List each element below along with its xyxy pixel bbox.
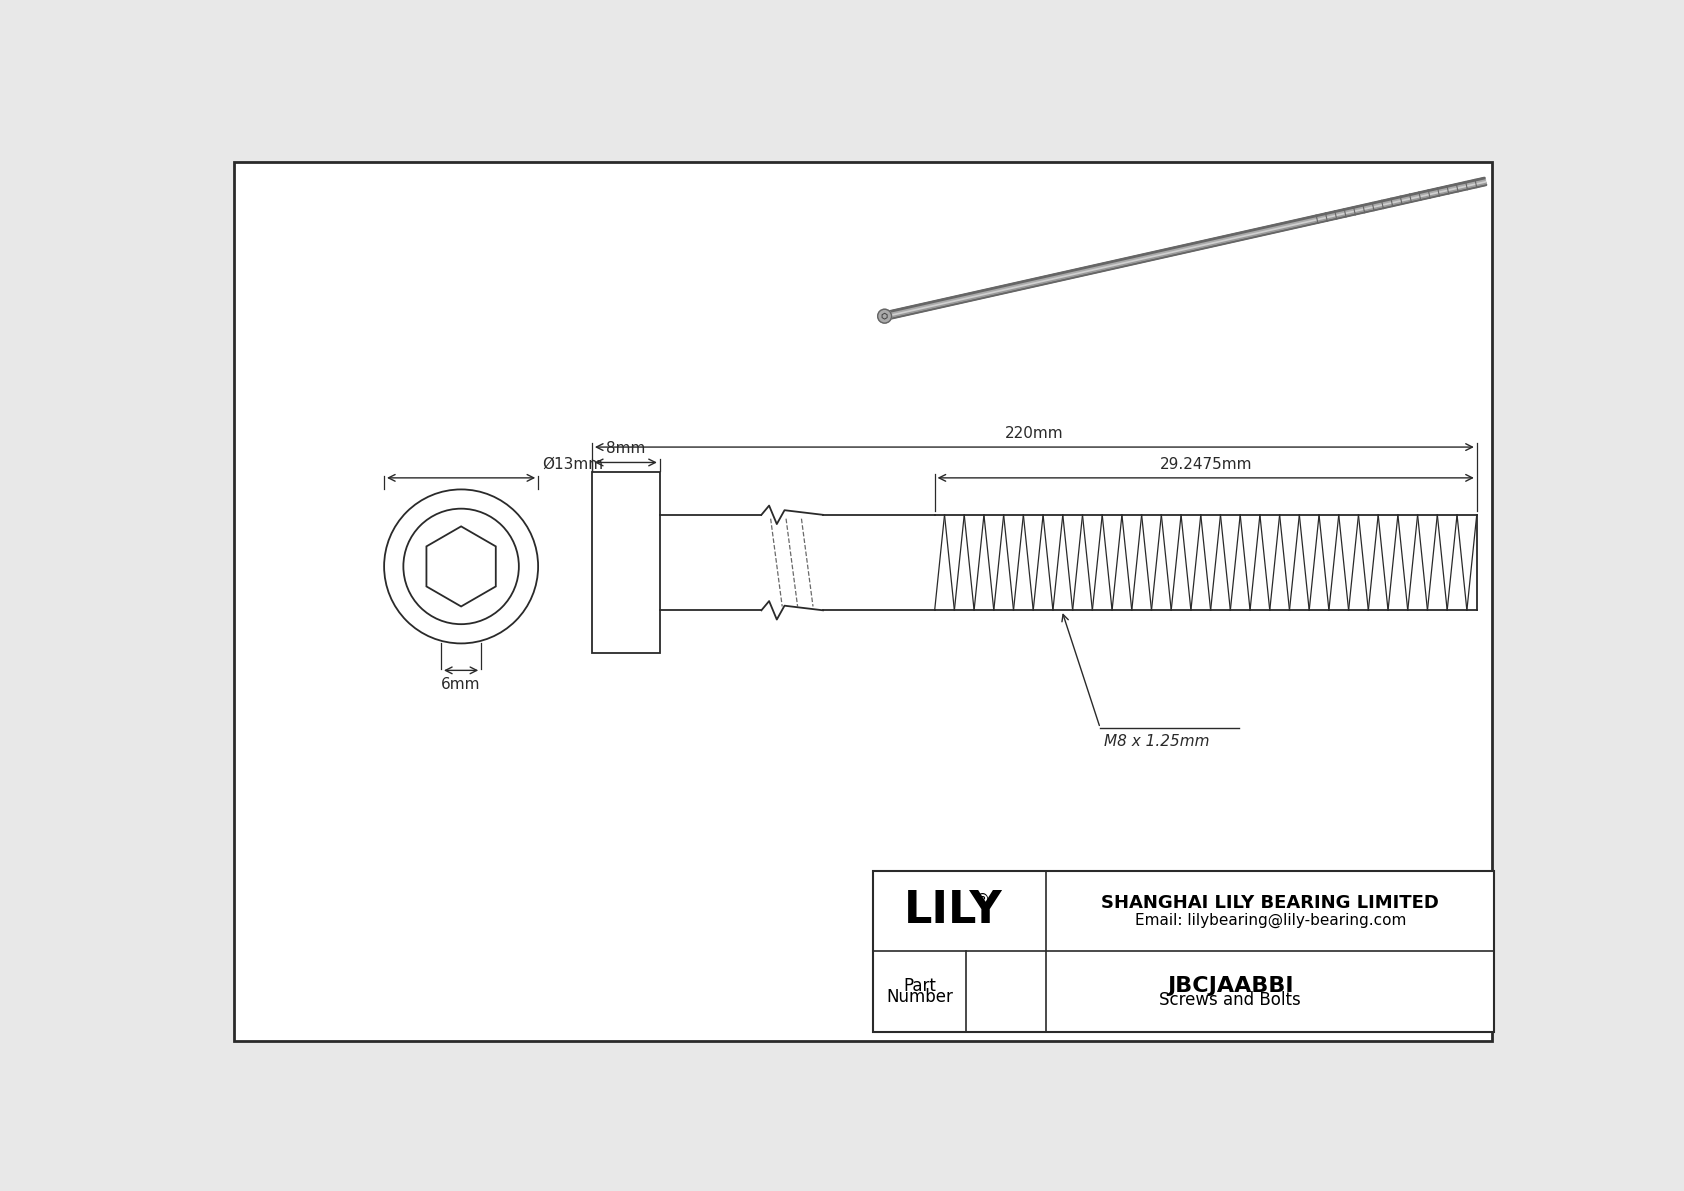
Polygon shape bbox=[426, 526, 495, 606]
Text: SHANGHAI LILY BEARING LIMITED: SHANGHAI LILY BEARING LIMITED bbox=[1101, 894, 1440, 912]
Text: Ø13mm: Ø13mm bbox=[542, 456, 603, 472]
Bar bbox=[593, 473, 660, 654]
Text: 29.2475mm: 29.2475mm bbox=[1160, 456, 1251, 472]
Text: 6mm: 6mm bbox=[441, 676, 482, 692]
Text: Screws and Bolts: Screws and Bolts bbox=[1160, 991, 1302, 1009]
Circle shape bbox=[404, 509, 519, 624]
Text: ®: ® bbox=[975, 893, 990, 908]
Text: Email: lilybearing@lily-bearing.com: Email: lilybearing@lily-bearing.com bbox=[1135, 912, 1406, 928]
Bar bbox=[872, 871, 1494, 1033]
Text: 220mm: 220mm bbox=[1005, 426, 1064, 441]
Circle shape bbox=[877, 310, 891, 323]
Text: Part: Part bbox=[903, 978, 936, 996]
Text: JBCJAABBI: JBCJAABBI bbox=[1167, 975, 1293, 996]
Text: LILY: LILY bbox=[904, 890, 1004, 933]
Circle shape bbox=[384, 490, 539, 643]
Text: M8 x 1.25mm: M8 x 1.25mm bbox=[1105, 735, 1209, 749]
Text: Number: Number bbox=[886, 989, 953, 1006]
Text: 8mm: 8mm bbox=[606, 442, 645, 456]
